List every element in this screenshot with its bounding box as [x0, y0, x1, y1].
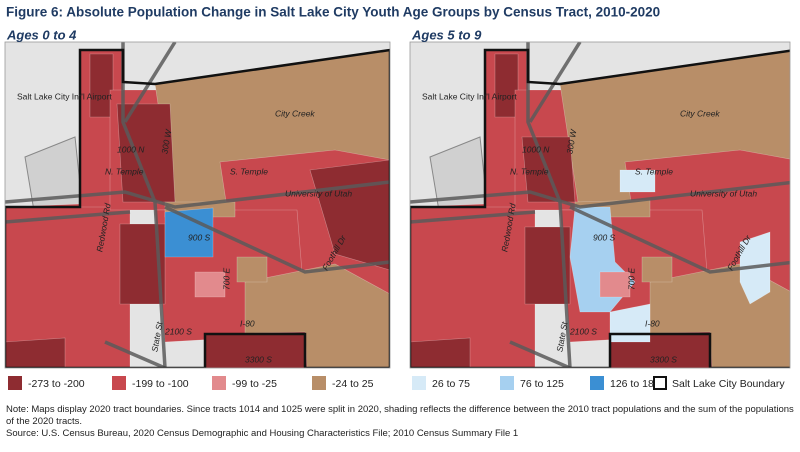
map-title: Ages 5 to 9: [411, 27, 482, 42]
map-label: S. Temple: [635, 166, 673, 176]
map-label: City Creek: [275, 108, 315, 118]
note: Note: Maps display 2020 tract boundaries…: [6, 404, 794, 427]
city-boundary: [5, 48, 390, 368]
road: [410, 210, 536, 224]
tract: [641, 256, 673, 283]
map-label: City Creek: [680, 108, 720, 118]
tract: [524, 226, 571, 305]
map-label: University of Utah: [285, 188, 352, 198]
map-label: 700 E: [221, 267, 231, 290]
road: [509, 340, 571, 368]
map-label: 1000 N: [522, 144, 550, 154]
map-panel: Salt Lake City Int'l Airport City Creek 10…: [4, 41, 391, 369]
tract: [5, 337, 66, 368]
legend-swatch: [8, 376, 22, 390]
legend-swatch: [412, 376, 426, 390]
legend-label: 126 to 182: [610, 378, 660, 390]
map-label: N. Temple: [105, 166, 144, 176]
tract: [410, 337, 471, 368]
legend-label: 76 to 125: [520, 378, 564, 390]
road: [569, 205, 790, 274]
tract: [236, 256, 268, 283]
city-boundary: [410, 48, 790, 368]
map-label: Salt Lake City Int'l Airport: [17, 91, 112, 101]
tract: [119, 223, 166, 305]
map-label: 2100 S: [569, 326, 597, 336]
map-label: 1000 N: [117, 144, 145, 154]
map-label: I-80: [645, 318, 660, 328]
figure-title: Figure 6: Absolute Population Change in …: [6, 5, 660, 20]
tract: [599, 271, 631, 298]
tract: [494, 53, 519, 118]
map-panel: Salt Lake City Int'l Airport City Creek 10…: [409, 41, 791, 369]
legend-label: -24 to 25: [332, 378, 374, 390]
panel-frame: [409, 41, 791, 369]
legend-swatch: [590, 376, 604, 390]
map-label: S. Temple: [230, 166, 268, 176]
map-label: I-80: [240, 318, 255, 328]
legend-swatch: [500, 376, 514, 390]
road: [5, 180, 390, 209]
source: Source: U.S. Census Bureau, 2020 Census …: [6, 428, 519, 439]
notes: Note: Maps display 2020 tract boundaries…: [6, 404, 794, 440]
map-label: University of Utah: [690, 188, 757, 198]
map-label: 3300 S: [650, 354, 677, 364]
map-body: Salt Lake City Int'l Airport City Creek 10…: [5, 42, 390, 368]
map-label: 300 W: [564, 128, 578, 155]
tract: [619, 169, 656, 193]
legend-swatch: [312, 376, 326, 390]
map-label: 3300 S: [245, 354, 272, 364]
legend-label: -99 to -25: [232, 378, 277, 390]
legend-label: -199 to -100: [132, 378, 189, 390]
map-label: 900 S: [188, 232, 211, 242]
panel-frame: [4, 41, 391, 369]
legend-swatch: [212, 376, 226, 390]
road: [164, 205, 390, 274]
legend-boundary-swatch: [653, 376, 667, 390]
tract: [164, 207, 214, 258]
tract: [609, 303, 651, 343]
map-label: 300 W: [159, 128, 173, 155]
map-label: 2100 S: [164, 326, 192, 336]
legend-label: -273 to -200: [28, 378, 85, 390]
road: [123, 42, 177, 123]
tract: [194, 271, 226, 298]
map-label: Salt Lake City Int'l Airport: [422, 91, 517, 101]
road: [528, 42, 582, 123]
legend-swatch: [112, 376, 126, 390]
road: [104, 340, 166, 368]
legend-label: Salt Lake City Boundary: [672, 378, 785, 390]
map-label: 900 S: [593, 232, 616, 242]
map-body: Salt Lake City Int'l Airport City Creek 10…: [410, 42, 790, 368]
map-title: Ages 0 to 4: [6, 27, 77, 42]
figure: Figure 6: Absolute Population Change in …: [4, 5, 791, 390]
road: [410, 180, 790, 209]
road: [5, 210, 131, 224]
tract: [89, 53, 114, 118]
map-label: 700 E: [626, 267, 636, 290]
map-label: N. Temple: [510, 166, 549, 176]
legend-label: 26 to 75: [432, 378, 470, 390]
